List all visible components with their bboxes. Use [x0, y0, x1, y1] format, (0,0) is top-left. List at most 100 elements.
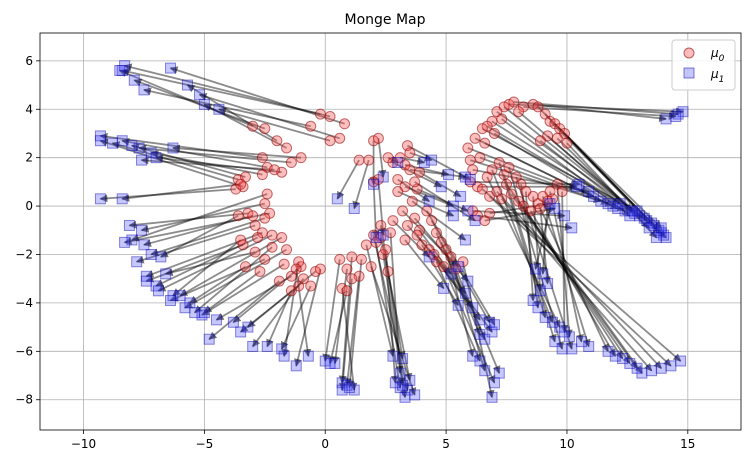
- transport-arrow: [150, 150, 263, 176]
- mu0-point: [249, 219, 261, 231]
- mu1-point: [133, 142, 145, 154]
- transport-arrow: [392, 161, 443, 188]
- transport-arrow: [442, 266, 496, 384]
- mu1-point: [631, 362, 643, 374]
- transport-arrow: [172, 239, 242, 297]
- transport-arrow: [215, 275, 292, 321]
- mu1-point: [614, 198, 626, 210]
- mu0-point: [534, 135, 546, 147]
- transport-arrow: [384, 249, 399, 384]
- mu1-point: [643, 222, 655, 234]
- mu1-point: [126, 234, 138, 246]
- mu1-point: [665, 360, 677, 372]
- mu1-point: [198, 98, 210, 110]
- mu1-point: [636, 367, 648, 379]
- x-tick-label: 5: [442, 437, 450, 451]
- transport-arrow: [352, 159, 370, 210]
- transport-arrow: [549, 191, 584, 343]
- mu1-point: [165, 294, 177, 306]
- transport-arrow: [454, 268, 501, 375]
- transport-arrow: [189, 265, 246, 304]
- mu1-point: [447, 210, 459, 222]
- mu1-point: [189, 307, 201, 319]
- mu1-point: [196, 309, 208, 321]
- mu0-point: [392, 186, 404, 198]
- mu1-point: [467, 302, 479, 314]
- mu1-point: [479, 365, 491, 377]
- x-tick-label: 15: [680, 437, 695, 451]
- transport-arrow: [338, 278, 353, 392]
- legend: μ0 μ1: [671, 39, 736, 91]
- mu1-point: [624, 357, 636, 369]
- mu0-point: [259, 212, 271, 224]
- mu1-point: [464, 173, 476, 185]
- mu0-point: [397, 205, 409, 217]
- mu0-point: [445, 251, 457, 263]
- mu1-point: [392, 157, 404, 169]
- mu1-point: [399, 391, 411, 403]
- mu1-point: [452, 299, 464, 311]
- transport-arrow: [491, 169, 554, 324]
- mu0-point: [261, 188, 273, 200]
- mu1-point: [368, 178, 380, 190]
- mu1-point: [324, 357, 336, 369]
- mu0-point: [268, 164, 280, 176]
- transport-arrow: [372, 234, 410, 392]
- transport-arrow: [472, 210, 566, 220]
- mu0-point: [324, 111, 336, 123]
- mu1-point: [174, 290, 186, 302]
- mu1-point: [116, 65, 128, 77]
- mu1-point: [181, 79, 193, 91]
- transport-arrow: [556, 137, 650, 229]
- mu1-point: [459, 234, 471, 246]
- mu1-point: [670, 111, 682, 123]
- mu1-point: [150, 152, 162, 164]
- mu0-point: [385, 227, 396, 239]
- transport-arrow: [247, 270, 317, 328]
- mu1-points-layer: [94, 60, 689, 403]
- mu0-point: [276, 232, 288, 244]
- transport-arrow: [508, 167, 564, 350]
- transport-arrow: [123, 63, 331, 118]
- mu0-point: [404, 164, 416, 176]
- transport-arrow: [130, 193, 268, 242]
- mu1-point: [566, 343, 578, 355]
- transport-arrow: [142, 87, 311, 128]
- mu0-point: [409, 212, 421, 224]
- mu1-point: [631, 205, 643, 217]
- y-tick-label: 4: [25, 102, 33, 116]
- transport-arrow: [529, 210, 617, 358]
- x-tick-label: −10: [71, 437, 96, 451]
- mu1-point: [546, 316, 558, 328]
- mu0-point: [235, 234, 247, 246]
- transport-arrow: [341, 288, 358, 392]
- transport-arrow: [533, 103, 668, 123]
- transport-arrow: [489, 200, 552, 215]
- mu0-point: [457, 256, 469, 268]
- mu1-point: [459, 171, 471, 183]
- mu0-point: [290, 263, 302, 275]
- mu1-point: [648, 219, 660, 231]
- transport-arrow: [523, 105, 677, 121]
- mu1-point: [537, 268, 549, 280]
- mu1-point: [602, 345, 614, 357]
- mu0-point: [556, 186, 568, 198]
- transport-arrow: [404, 239, 445, 290]
- mu0-point: [341, 263, 353, 275]
- mu0-point: [505, 188, 517, 200]
- mu0-point: [324, 135, 336, 147]
- mu0-point: [426, 215, 438, 227]
- mu1-point: [276, 343, 288, 355]
- mu1-point: [242, 321, 254, 333]
- mu0-point: [486, 164, 498, 176]
- mu1-point: [179, 302, 191, 314]
- mu1-point: [418, 157, 430, 169]
- y-tick-label: 0: [25, 199, 33, 213]
- mu1-point: [409, 389, 421, 401]
- mu1-point: [94, 135, 106, 147]
- transport-arrow: [336, 159, 360, 200]
- plot-frame: [39, 32, 742, 431]
- transport-arrow: [435, 232, 481, 336]
- transport-arrow: [501, 198, 653, 372]
- mu1-point: [549, 336, 561, 348]
